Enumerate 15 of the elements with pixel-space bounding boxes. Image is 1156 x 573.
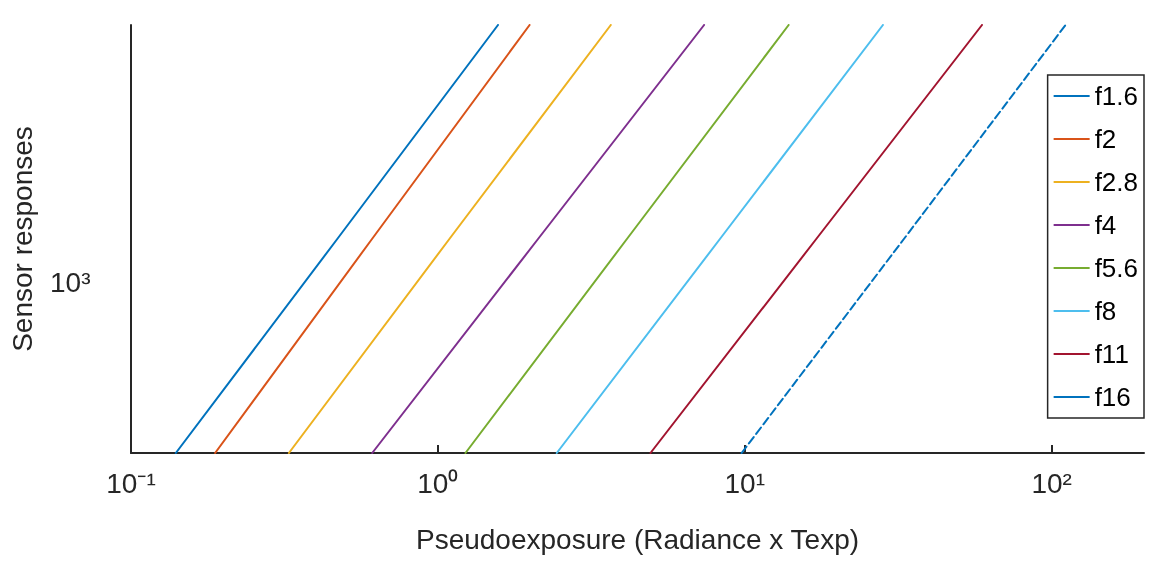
legend-label: f1.6 — [1094, 81, 1139, 111]
y-axis-title: Sensor responses — [6, 126, 38, 352]
legend-label: f5.6 — [1094, 253, 1139, 283]
legend-label: f2.8 — [1094, 167, 1139, 197]
x-tick-label: 10¹ — [724, 467, 765, 499]
x-tick-label: 10⁰ — [417, 467, 459, 499]
x-axis-title: Pseudoexposure (Radiance x Texp) — [415, 523, 860, 555]
legend-label: f11 — [1094, 339, 1129, 369]
x-tick-label: 10⁻¹ — [106, 467, 156, 499]
legend-label: f16 — [1094, 382, 1131, 412]
legend-label: f4 — [1094, 210, 1117, 240]
x-tick-label: 10² — [1031, 467, 1072, 499]
text: 10³ — [50, 266, 91, 298]
legend-label: f2 — [1094, 124, 1117, 154]
legend-label: f8 — [1094, 296, 1117, 326]
